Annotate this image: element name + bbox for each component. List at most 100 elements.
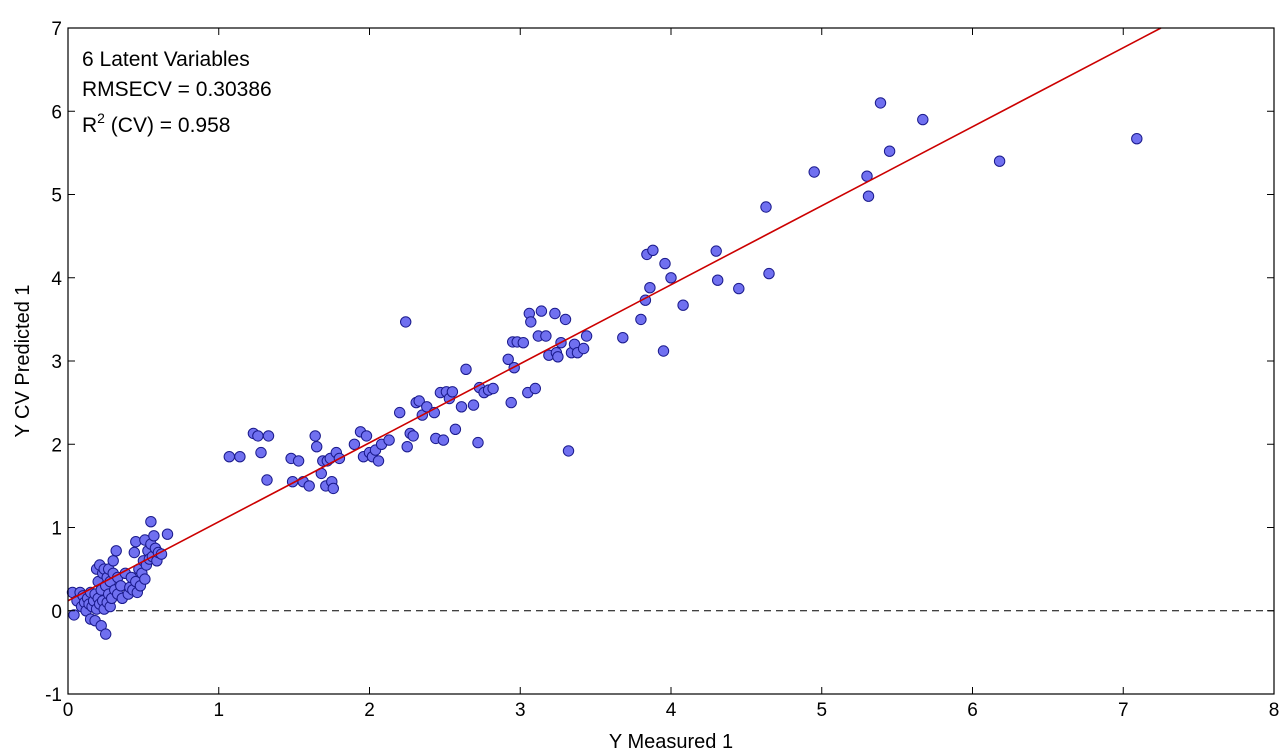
data-point: [460, 363, 472, 375]
data-point: [874, 97, 887, 109]
data-point: [917, 113, 929, 126]
y-tick-label: 6: [51, 102, 62, 123]
data-point: [161, 528, 174, 540]
data-point: [383, 434, 395, 446]
data-point: [808, 166, 820, 178]
data-point: [733, 282, 745, 295]
data-point: [139, 573, 151, 585]
y-tick-label: 7: [51, 19, 62, 40]
data-point: [128, 546, 141, 559]
data-point: [394, 406, 406, 419]
x-axis-label: Y Measured 1: [609, 731, 733, 752]
data-point: [400, 316, 412, 328]
data-point: [552, 351, 564, 363]
data-point: [252, 430, 264, 442]
data-point: [467, 399, 480, 411]
data-point: [577, 342, 590, 355]
data-point: [407, 430, 419, 442]
x-tick-labels: 0 1 2 3 4 5 6 7 8: [63, 700, 1280, 721]
axis-ticks: [67, 27, 1275, 695]
data-point: [677, 299, 689, 311]
data-point: [110, 545, 122, 557]
data-point: [647, 244, 659, 257]
data-point: [502, 353, 514, 365]
data-point: [292, 455, 305, 467]
data-point: [303, 480, 315, 492]
data-point: [130, 536, 142, 548]
data-point: [446, 386, 459, 398]
x-tick-label: 8: [1269, 700, 1280, 721]
data-point: [710, 245, 722, 257]
data-point: [360, 430, 373, 442]
data-point: [437, 434, 450, 446]
annotation-r2-sup: 2: [97, 110, 105, 126]
x-tick-label: 2: [364, 700, 375, 721]
data-point: [529, 382, 541, 395]
data-point: [255, 446, 267, 459]
y-tick-label: -1: [45, 685, 62, 706]
data-point: [413, 395, 425, 407]
data-point: [559, 313, 572, 326]
data-point: [580, 330, 593, 342]
x-tick-label: 7: [1118, 700, 1129, 721]
data-point: [763, 267, 775, 280]
annotation-r2-suffix: (CV) = 0.958: [105, 114, 230, 137]
data-point: [455, 401, 468, 413]
data-point: [327, 482, 339, 495]
data-point: [262, 430, 275, 442]
x-tick-label: 0: [63, 700, 74, 721]
data-point: [712, 274, 724, 286]
data-point: [993, 155, 1006, 167]
data-point: [540, 330, 552, 342]
data-point: [562, 445, 575, 457]
data-point: [401, 441, 413, 453]
data-point: [223, 451, 236, 463]
y-tick-label: 5: [51, 186, 62, 207]
data-point: [1131, 133, 1143, 145]
data-point: [517, 337, 529, 349]
x-tick-label: 4: [666, 700, 677, 721]
data-point: [68, 609, 80, 621]
data-point: [107, 555, 119, 567]
annotation-r2: R2 (CV) = 0.958: [82, 110, 230, 137]
data-point: [549, 307, 561, 320]
data-point: [665, 272, 677, 284]
x-tick-label: 3: [515, 700, 526, 721]
data-point: [525, 316, 537, 328]
annotation-r2-prefix: R: [82, 114, 97, 137]
y-tick-label: 1: [51, 519, 62, 540]
data-point: [309, 430, 321, 442]
data-point: [348, 438, 361, 450]
x-tick-label: 6: [967, 700, 978, 721]
data-point: [862, 190, 875, 202]
data-point: [657, 345, 670, 357]
data-point: [449, 423, 462, 435]
data-point: [148, 530, 160, 542]
data-point: [472, 436, 484, 449]
y-tick-labels: -1 0 1 2 3 4 5 6 7: [45, 19, 62, 706]
regression-line: [67, 27, 1162, 602]
data-point: [100, 628, 112, 640]
data-point: [883, 145, 896, 157]
x-tick-label: 5: [816, 700, 827, 721]
data-point: [659, 257, 671, 270]
annotation-rmsecv: RMSECV = 0.30386: [82, 78, 272, 101]
y-tick-label: 4: [51, 269, 62, 290]
data-point: [644, 282, 656, 294]
y-axis-label: Y CV Predicted 1: [12, 284, 34, 437]
y-tick-label: 0: [51, 602, 62, 623]
data-point: [311, 441, 323, 453]
plot-background: [68, 28, 1274, 694]
y-tick-label: 2: [51, 435, 62, 456]
data-point: [372, 455, 385, 467]
annotation-latent-variables: 6 Latent Variables: [82, 48, 250, 71]
data-points: [66, 27, 1162, 640]
data-point: [234, 451, 246, 463]
data-point: [617, 332, 629, 344]
data-point: [760, 201, 772, 213]
data-point: [635, 313, 647, 326]
data-point: [487, 382, 499, 395]
data-point: [505, 396, 517, 409]
y-tick-label: 3: [51, 352, 62, 373]
